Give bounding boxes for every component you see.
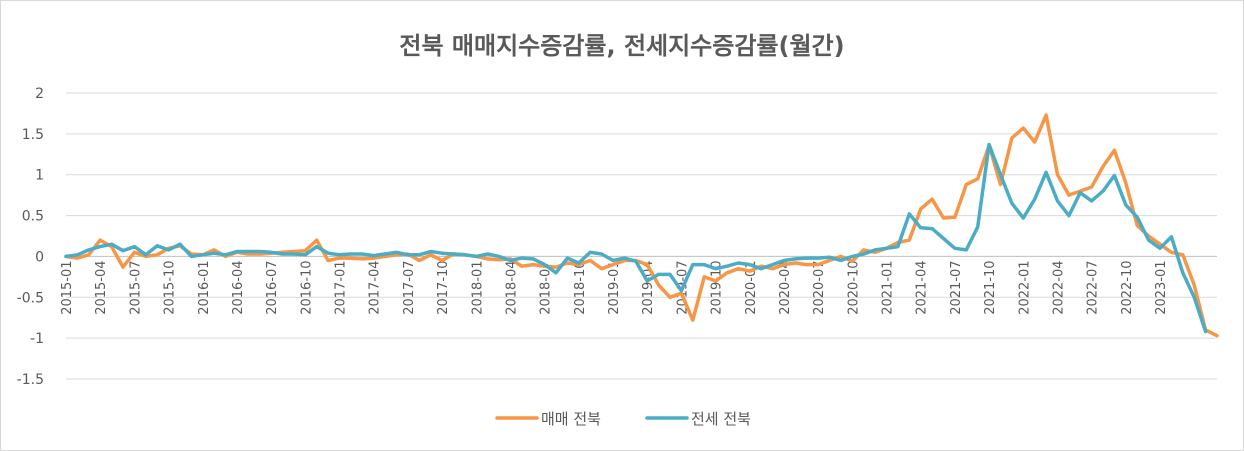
y-tick-label: 1	[35, 168, 44, 184]
x-tick-label: 2022-10	[1120, 260, 1135, 314]
x-tick-label: 2021-07	[949, 260, 964, 314]
x-tick-label: 2015-04	[94, 260, 109, 314]
x-tick-label: 2018-04	[504, 260, 519, 314]
x-tick-label: 2020-10	[846, 260, 861, 314]
x-tick-label: 2016-10	[299, 260, 314, 314]
x-axis-ticks: 2015-01 2015-04 2015-07 2015-10 2016-01 2016-…	[60, 260, 1169, 314]
series-line-2	[64, 142, 1208, 334]
x-tick-label: 2016-07	[265, 260, 280, 314]
y-tick-label: 0.5	[22, 209, 44, 225]
x-tick-label: 2022-07	[1086, 260, 1101, 314]
x-tick-label: 2018-01	[470, 260, 485, 314]
x-tick-label: 2018-10	[573, 260, 588, 314]
x-tick-label: 2020-01	[744, 260, 759, 314]
y-tick-label: -1	[30, 331, 44, 347]
x-tick-label: 2017-07	[402, 260, 417, 314]
gridlines	[66, 92, 1217, 380]
x-tick-label: 2016-04	[231, 260, 246, 314]
x-tick-label: 2020-04	[778, 260, 793, 314]
y-tick-label: 0	[35, 249, 44, 265]
x-tick-label: 2022-01	[1017, 260, 1032, 314]
y-tick-label: -1.5	[17, 372, 44, 388]
x-tick-label: 2021-10	[983, 260, 998, 314]
x-tick-label: 2021-04	[915, 260, 930, 314]
chart-title: 전북 매매지수증감률, 전세지수증감률(월간)	[399, 32, 844, 60]
x-tick-label: 2015-01	[60, 260, 75, 314]
x-tick-label: 2015-07	[128, 260, 143, 314]
legend-label-1: 매매 전북	[541, 410, 601, 428]
y-axis-ticks: -1.5 -1 -0.5 0 0.5 1 1.5 2	[17, 86, 44, 388]
x-tick-label: 2021-01	[881, 260, 896, 314]
y-tick-label: 1.5	[22, 127, 44, 143]
x-tick-label: 2019-01	[607, 260, 622, 314]
x-tick-label: 2015-10	[163, 260, 178, 314]
x-tick-label: 2016-01	[197, 260, 212, 314]
y-tick-label: -0.5	[17, 290, 44, 306]
x-tick-label: 2022-04	[1051, 260, 1066, 314]
x-tick-label: 2020-07	[812, 260, 827, 314]
x-tick-label: 2019-10	[710, 260, 725, 314]
x-tick-label: 2017-10	[436, 260, 451, 314]
legend-label-2: 전세 전북	[691, 410, 751, 428]
x-tick-label: 2018-07	[539, 260, 554, 314]
x-tick-label: 2023-01	[1154, 260, 1169, 314]
y-tick-label: 2	[35, 86, 44, 102]
x-tick-label: 2017-04	[368, 260, 383, 314]
series-lines	[64, 113, 1219, 338]
x-tick-label: 2017-01	[334, 260, 349, 314]
legend: 매매 전북 전세 전북	[495, 410, 751, 428]
series-line-1	[64, 113, 1219, 338]
